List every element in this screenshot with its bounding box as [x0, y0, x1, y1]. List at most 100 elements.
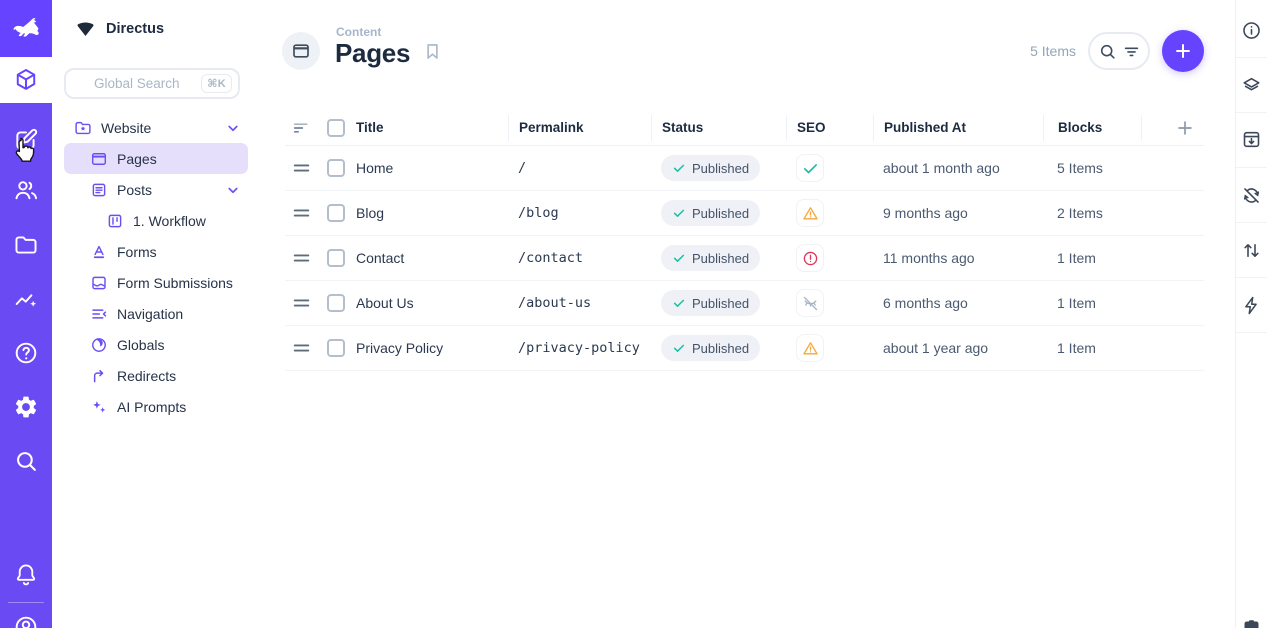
column-header-seo[interactable]: SEO [786, 114, 873, 141]
drag-handle-icon[interactable] [293, 207, 310, 219]
nav-item-globals[interactable]: Globals [64, 329, 248, 360]
blocks-cell: 1 Item [1057, 340, 1096, 356]
nav-item-website[interactable]: Website [64, 112, 248, 143]
table-row[interactable]: Blog /blog Published 9 months ago 2 Item… [285, 191, 1204, 236]
table-row[interactable]: Privacy Policy /privacy-policy Published… [285, 326, 1204, 371]
nav-item-label: Globals [117, 336, 165, 353]
help-icon [15, 342, 37, 364]
content-module-cube-icon [16, 69, 36, 90]
sidebar-layout-options-button[interactable] [1241, 75, 1262, 96]
module-files[interactable] [13, 232, 39, 258]
module-users[interactable] [13, 177, 39, 203]
chevron-down-icon[interactable] [224, 181, 242, 199]
page-title-cell[interactable]: Contact [356, 250, 405, 266]
drag-handle-icon[interactable] [293, 342, 310, 354]
nav-item-posts[interactable]: Posts [64, 174, 248, 205]
add-item-button[interactable] [1162, 30, 1204, 72]
breadcrumb[interactable]: Content [336, 25, 382, 39]
sort-toggle[interactable] [285, 121, 327, 135]
nav-item-pages[interactable]: Pages [64, 143, 248, 174]
sidebar-drawer-toggle[interactable] [1241, 618, 1262, 628]
row-checkbox[interactable] [327, 159, 345, 177]
column-header-blocks[interactable]: Blocks [1043, 114, 1141, 141]
select-all-checkbox[interactable] [327, 118, 345, 137]
drag-handle-icon[interactable] [293, 297, 310, 309]
add-column-button[interactable] [1174, 117, 1196, 139]
sidebar-import-export-button[interactable] [1241, 240, 1262, 261]
window-icon [293, 44, 309, 58]
window-icon [90, 150, 108, 168]
bookmark-button[interactable] [422, 41, 443, 62]
sidebar-info-button[interactable] [1241, 20, 1262, 41]
nav-item-ai-prompts[interactable]: AI Prompts [64, 391, 248, 422]
nav-item-navigation[interactable]: Navigation [64, 298, 248, 329]
row-checkbox[interactable] [327, 294, 345, 312]
column-header-published-at[interactable]: Published At [873, 114, 1043, 141]
check-icon [673, 209, 685, 217]
title-letter-icon [90, 243, 108, 261]
account-circle-icon [15, 616, 37, 628]
sidebar-archive-button[interactable] [1241, 129, 1262, 150]
drag-handle-icon[interactable] [293, 252, 310, 264]
nav-item-workflow[interactable]: 1. Workflow [64, 205, 248, 236]
table-row[interactable]: Home / Published about 1 month ago 5 Ite… [285, 146, 1204, 191]
users-icon [15, 181, 38, 200]
nav-list-icon [90, 305, 108, 323]
nav-item-label: Navigation [117, 305, 184, 322]
right-sidebar [1235, 0, 1267, 628]
import-export-icon [1244, 244, 1259, 257]
column-header-title[interactable]: Title [356, 120, 384, 135]
page-title: Pages [335, 38, 411, 68]
sidebar-divider [1236, 112, 1267, 113]
page-title-cell[interactable]: Privacy Policy [356, 340, 444, 356]
nav-item-forms[interactable]: Forms [64, 236, 248, 267]
nav-item-label: Form Submissions [117, 274, 233, 291]
status-badge: Published [661, 335, 761, 361]
module-editor[interactable] [13, 127, 39, 153]
search-filter-pill[interactable] [1088, 32, 1150, 70]
row-checkbox[interactable] [327, 339, 345, 357]
project-row[interactable]: Directus [75, 18, 164, 39]
status-badge: Published [661, 200, 761, 226]
page-title-cell[interactable]: Blog [356, 205, 385, 221]
sidebar-flows-button[interactable] [1241, 295, 1262, 316]
module-content[interactable] [0, 57, 52, 103]
blocks-cell: 1 Item [1057, 295, 1096, 311]
notifications-button[interactable] [13, 562, 39, 588]
drag-handle-icon[interactable] [293, 162, 310, 174]
row-checkbox[interactable] [327, 204, 345, 222]
page-title-cell[interactable]: About Us [356, 295, 414, 311]
seo-hidden-icon [796, 289, 824, 317]
table-row[interactable]: Contact /contact Published 11 months ago… [285, 236, 1204, 281]
search-icon[interactable] [1098, 42, 1117, 61]
column-header-permalink[interactable]: Permalink [508, 114, 651, 141]
collection-icon-button[interactable] [282, 32, 320, 70]
redirect-arrow-icon [90, 367, 108, 385]
blocks-cell: 2 Items [1057, 205, 1103, 221]
sidebar-divider [1236, 57, 1267, 58]
global-search-input[interactable] [94, 76, 194, 91]
seo-warning-icon [796, 334, 824, 362]
nav-item-redirects[interactable]: Redirects [64, 360, 248, 391]
module-search[interactable] [13, 448, 39, 474]
chevron-down-icon[interactable] [224, 119, 242, 137]
check-icon [673, 299, 685, 307]
sidebar-sync-disabled-button[interactable] [1241, 185, 1262, 206]
global-search[interactable]: ⌘K [64, 68, 240, 99]
plus-icon [1176, 44, 1190, 58]
module-insights[interactable] [13, 286, 39, 312]
project-name: Directus [106, 20, 165, 37]
account-button[interactable] [13, 614, 39, 628]
column-header-status[interactable]: Status [651, 114, 786, 141]
module-help[interactable] [13, 340, 39, 366]
filter-icon[interactable] [1122, 42, 1141, 61]
directus-rabbit-logo[interactable] [0, 0, 52, 57]
project-shield-mark [77, 22, 94, 36]
row-checkbox[interactable] [327, 249, 345, 267]
module-settings[interactable] [13, 394, 39, 420]
page-title-cell[interactable]: Home [356, 160, 394, 176]
nav-item-form-submissions[interactable]: Form Submissions [64, 267, 248, 298]
table-row[interactable]: About Us /about-us Published 6 months ag… [285, 281, 1204, 326]
sparkles-icon [90, 398, 108, 416]
